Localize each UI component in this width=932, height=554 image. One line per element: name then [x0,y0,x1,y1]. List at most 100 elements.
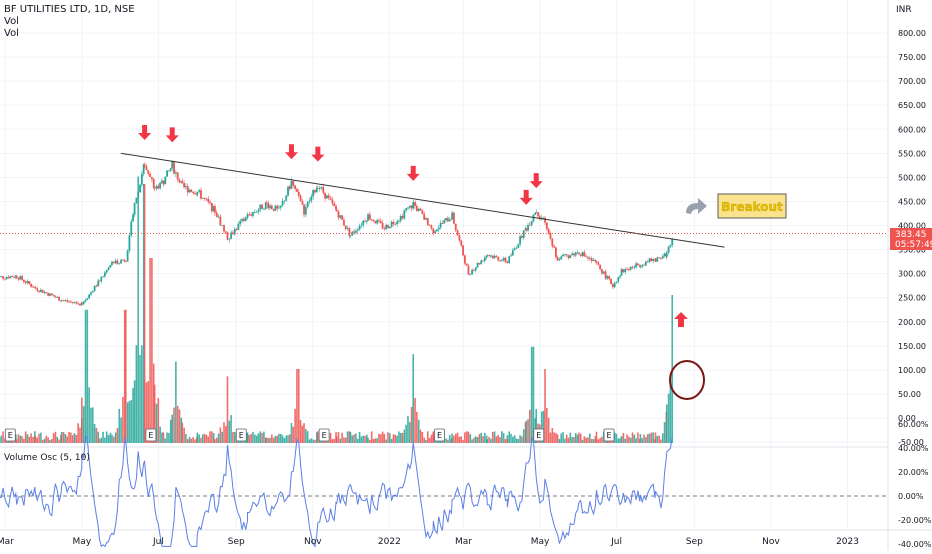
candle-body [156,186,158,189]
candle-body [74,302,76,303]
candle-body [464,255,466,263]
candle-body [492,256,494,259]
candle-body [501,260,503,261]
volume-bar [497,435,499,443]
candle-body [521,236,523,238]
candle-body [449,220,451,222]
volume-bar [589,434,591,443]
candle-body [245,217,247,221]
candle-body [599,265,601,270]
candle-body [357,230,359,231]
candle-body [40,290,42,292]
volume-bar [247,432,249,443]
candle-body [104,272,106,276]
volume-legend-2[interactable]: Vol [4,28,135,40]
candle-body [139,185,141,193]
candle-body [596,261,598,262]
volume-legend-1[interactable]: Vol [4,16,135,28]
volume-bar [529,410,531,443]
volume-bar [462,440,464,443]
volume-bar [640,434,642,443]
candle-body [259,205,261,210]
candle-body [488,255,490,256]
candle-body [555,248,557,258]
candle-body [666,253,668,257]
volume-bar [207,437,209,443]
candle-body [505,258,507,262]
volume-bar [414,398,416,443]
earnings-marker-label: E [148,431,153,440]
volume-bar [187,439,189,443]
candle-body [92,291,94,292]
volume-bar [218,434,220,443]
candle-body [102,276,104,277]
volume-bar [76,435,78,443]
volume-bar [343,437,345,443]
candle-body [457,230,459,235]
candle-body [287,186,289,195]
volume-bar [409,422,411,443]
candle-body [146,166,148,170]
volume-bar [129,401,131,443]
candle-body [616,282,618,283]
volume-bar [258,434,260,443]
candle-body [149,174,151,177]
volume-bar [553,432,555,443]
candle-body [632,267,634,268]
time-tick-label: Nov [304,537,322,547]
candle-body [9,276,11,278]
volume-bar [171,415,173,443]
candle-body [460,240,462,245]
volume-bar [480,433,482,443]
volume-bar [341,433,343,443]
volume-bar [496,436,498,443]
volume-bar [200,438,202,443]
candle-body [207,199,209,202]
candle-body [512,250,514,255]
volume-bar [141,345,143,443]
time-tick-label: Jul [152,537,164,547]
candle-body [405,208,407,210]
candle-body [190,190,192,192]
volume-bar [56,437,58,443]
candle-body [566,254,568,255]
volume-bar [364,436,366,443]
volume-bar [113,437,115,443]
candle-body [462,245,464,255]
currency-label: INR [896,5,912,15]
candle-body [4,278,6,279]
candle-body [122,260,124,261]
candle-body [118,263,120,264]
osc-tick-label: 0.00% [898,492,924,501]
candle-body [624,269,626,272]
candle-body [211,203,213,211]
candle-body [640,267,642,268]
volume-bar [185,434,187,443]
volume-bar [637,433,639,443]
candle-body [484,257,486,260]
volume-bar [25,431,27,443]
breakout-annotation: Breakout [686,194,786,218]
candle-body [514,248,516,250]
candle-body [614,283,616,287]
candle-body [432,229,434,233]
volume-bar [473,438,475,443]
candle-body [471,270,473,274]
volume-bar [507,439,509,443]
volume-bar [494,431,496,443]
candle-body [434,231,436,233]
volume-bar [96,428,98,443]
candle-body [548,229,550,233]
volume-bar [347,431,349,443]
symbol-title[interactable]: BF UTILITIES LTD, 1D, NSE [4,4,135,16]
candle-body [453,213,455,224]
candle-body [551,239,553,246]
candle-body [482,261,484,262]
volume-bar [49,440,51,443]
candle-body [537,212,539,216]
candle-body [477,263,479,267]
volume-bar [163,432,165,443]
candle-body [168,170,170,171]
volume-bar [384,434,386,443]
